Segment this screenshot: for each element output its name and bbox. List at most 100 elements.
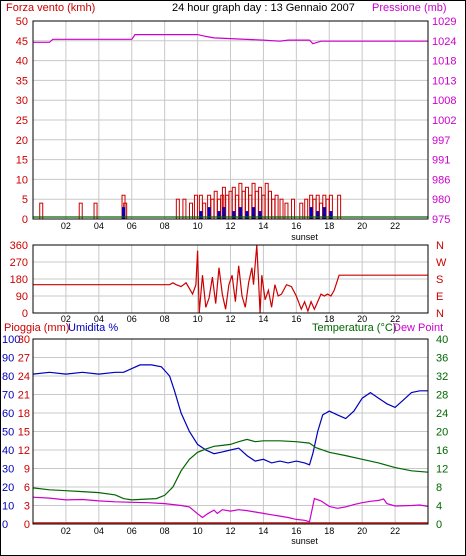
rain-y-tick: 27	[18, 353, 30, 365]
pressure-axis-label: Pressione (mb)	[372, 2, 447, 14]
temperature-y-tick: 4	[436, 501, 442, 513]
rain-y-tick: 6	[24, 482, 30, 494]
pressure-y-tick: 1024	[432, 36, 456, 48]
pressure-y-tick: 1002	[432, 115, 456, 127]
x-tick-label: 18	[324, 314, 334, 324]
wind-pressure-panel: 02 04 06 08 10 12 14 16 18 20 22 sunset 0 5 10 15 20 25 30…	[16, 16, 457, 242]
pressure-y-tick: 980	[432, 194, 450, 206]
temperature-y-tick: 12	[436, 464, 448, 476]
plot-border	[32, 20, 429, 220]
x-tick-label: 06	[127, 526, 137, 536]
wind-y-tick: 35	[16, 75, 28, 87]
x-tick-label: 04	[94, 314, 104, 324]
x-tick-label: 12	[225, 526, 235, 536]
compass-tick: W	[436, 257, 447, 269]
x-tick-label: 08	[160, 526, 170, 536]
x-tick-label: 08	[160, 221, 170, 231]
x-tick-label: 12	[225, 221, 235, 231]
temperature-y-tick: 16	[436, 445, 448, 457]
temperature-y-tick: 8	[436, 482, 442, 494]
x-tick-label: 18	[324, 221, 334, 231]
x-tick-label: 06	[127, 221, 137, 231]
sunset-label: sunset	[291, 232, 318, 242]
pressure-y-tick: 1018	[432, 56, 456, 68]
wind-y-tick: 15	[16, 155, 28, 167]
pressure-y-tick: 1013	[432, 75, 456, 87]
humidity-y-tick: 20	[2, 482, 14, 494]
rain-humidity-temperature-panel: 02 04 06 08 10 12 14 16 18 20 22sunset010203040506…	[2, 334, 448, 546]
humidity-y-tick: 30	[2, 464, 14, 476]
pressure-y-tick: 986	[432, 174, 450, 186]
direction-y-tick: 90	[16, 291, 28, 303]
wind-y-tick: 40	[16, 56, 28, 68]
x-tick-label: 12	[225, 314, 235, 324]
wind-direction-line	[33, 244, 428, 314]
wind-y-tick: 50	[16, 16, 28, 28]
wind-average-bar	[309, 207, 313, 219]
temperature-y-tick: 0	[436, 519, 442, 531]
x-tick-label: 02	[61, 314, 71, 324]
x-tick-label: 14	[258, 314, 268, 324]
wind-y-tick: 30	[16, 95, 28, 107]
humidity-y-tick: 90	[2, 353, 14, 365]
pressure-y-tick: 975	[432, 214, 450, 226]
wind-average-bar	[232, 211, 236, 219]
rain-y-tick: 3	[24, 501, 30, 513]
compass-tick: S	[436, 274, 443, 286]
wind-average-bar	[217, 211, 221, 219]
plot-border	[32, 244, 429, 314]
wind-y-tick: 10	[16, 174, 28, 186]
rain-y-tick: 30	[18, 334, 30, 346]
humidity-y-tick: 60	[2, 408, 14, 420]
rain-y-tick: 12	[18, 445, 30, 457]
sunset-label: sunset	[291, 536, 318, 546]
x-tick-label: 22	[390, 221, 400, 231]
wind-average-bar	[258, 211, 262, 219]
wind-average-bar	[316, 211, 320, 219]
x-tick-label: 02	[61, 526, 71, 536]
humidity-y-tick: 70	[2, 390, 14, 402]
x-tick-label: 16	[291, 221, 301, 231]
pressure-y-tick: 1008	[432, 95, 456, 107]
pressure-y-tick: 1029	[432, 16, 456, 28]
direction-y-tick: 270	[10, 257, 28, 269]
direction-y-tick: 0	[22, 308, 28, 320]
rain-y-tick: 0	[24, 519, 30, 531]
x-tick-label: 10	[193, 314, 203, 324]
humidity-line	[32, 364, 428, 466]
humidity-axis-label: Umidita %	[68, 322, 118, 334]
temperature-axis-label: Temperatura (°C)	[312, 322, 396, 334]
humidity-y-tick: 80	[2, 371, 14, 383]
compass-tick: N	[436, 240, 444, 252]
pressure-y-tick: 997	[432, 135, 450, 147]
wind-y-tick: 25	[16, 115, 28, 127]
wind-average-bar	[252, 207, 256, 219]
x-tick-label: 10	[193, 526, 203, 536]
wind-axis-label: Forza vento (kmh)	[6, 2, 95, 14]
humidity-y-tick: 100	[2, 334, 20, 346]
x-tick-label: 02	[61, 221, 71, 231]
temperature-y-tick: 20	[436, 427, 448, 439]
x-tick-label: 06	[127, 314, 137, 324]
rain-y-tick: 18	[18, 408, 30, 420]
humidity-y-tick: 0	[2, 519, 8, 531]
x-tick-label: 22	[390, 526, 400, 536]
humidity-y-tick: 10	[2, 501, 14, 513]
humidity-y-tick: 40	[2, 445, 14, 457]
x-tick-label: 16	[291, 314, 301, 324]
wind-average-bar	[207, 207, 211, 219]
x-tick-label: 14	[258, 526, 268, 536]
x-tick-label: 10	[193, 221, 203, 231]
wind-average-bar	[329, 211, 333, 219]
x-tick-label: 20	[357, 526, 367, 536]
rain-y-tick: 24	[18, 371, 30, 383]
wind-average-bar	[238, 207, 242, 219]
x-tick-label: 20	[357, 314, 367, 324]
rain-y-tick: 9	[24, 464, 30, 476]
rain-axis-label: Pioggia (mm)	[4, 322, 69, 334]
x-tick-label: 08	[160, 314, 170, 324]
wind-y-tick: 5	[22, 194, 28, 206]
